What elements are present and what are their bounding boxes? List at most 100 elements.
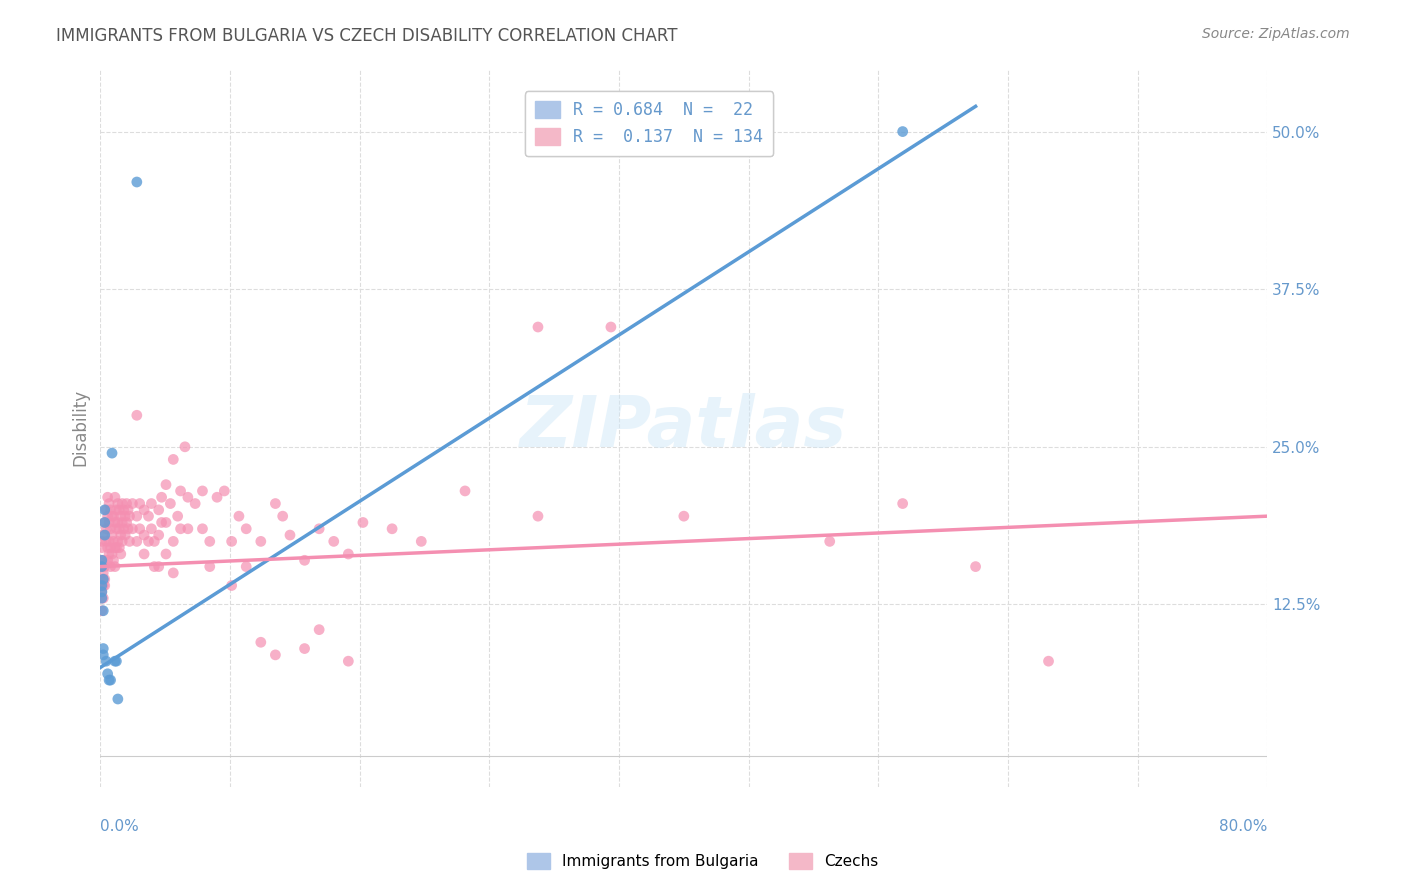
Point [141, 522, 163, 536]
Point [98, 516, 121, 530]
Point [205, 490, 228, 504]
Point [322, 534, 344, 549]
Point [150, 490, 173, 504]
Point [672, 509, 695, 524]
Point [221, 578, 243, 592]
Point [96, 654, 118, 668]
Point [891, 124, 914, 138]
Point [191, 483, 214, 498]
Y-axis label: Disability: Disability [72, 389, 89, 467]
Point [98, 534, 121, 549]
Point [125, 409, 148, 423]
Point [105, 522, 128, 536]
Point [527, 509, 550, 524]
Point [103, 553, 125, 567]
Point [264, 648, 287, 662]
Point [132, 503, 155, 517]
Point [93, 559, 115, 574]
Point [100, 503, 122, 517]
Point [91, 641, 114, 656]
Point [174, 440, 197, 454]
Point [155, 516, 177, 530]
Point [91, 566, 114, 580]
Point [148, 503, 170, 517]
Point [100, 541, 122, 555]
Point [132, 528, 155, 542]
Point [337, 654, 360, 668]
Point [125, 534, 148, 549]
Point [294, 553, 316, 567]
Point [91, 578, 114, 592]
Point [90, 553, 112, 567]
Point [117, 522, 139, 536]
Point [235, 559, 257, 574]
Point [294, 641, 316, 656]
Point [411, 534, 433, 549]
Point [132, 547, 155, 561]
Point [103, 509, 125, 524]
Point [107, 534, 129, 549]
Point [91, 572, 114, 586]
Legend: R = 0.684  N =  22, R =  0.137  N = 134: R = 0.684 N = 22, R = 0.137 N = 134 [524, 91, 773, 156]
Point [112, 522, 135, 536]
Point [104, 559, 127, 574]
Point [93, 572, 115, 586]
Point [308, 623, 330, 637]
Point [337, 547, 360, 561]
Point [90, 578, 112, 592]
Point [143, 559, 166, 574]
Point [143, 534, 166, 549]
Point [90, 559, 112, 574]
Point [90, 604, 112, 618]
Point [527, 320, 550, 334]
Point [101, 528, 124, 542]
Point [125, 509, 148, 524]
Point [100, 522, 122, 536]
Text: IMMIGRANTS FROM BULGARIA VS CZECH DISABILITY CORRELATION CHART: IMMIGRANTS FROM BULGARIA VS CZECH DISABI… [56, 27, 678, 45]
Point [105, 541, 128, 555]
Text: ZIPatlas: ZIPatlas [520, 393, 848, 462]
Text: 80.0%: 80.0% [1219, 819, 1267, 834]
Point [114, 528, 136, 542]
Point [97, 666, 120, 681]
Point [105, 503, 128, 517]
Point [162, 566, 184, 580]
Point [111, 534, 134, 549]
Point [128, 497, 150, 511]
Point [891, 497, 914, 511]
Point [117, 503, 139, 517]
Point [125, 175, 148, 189]
Text: Source: ZipAtlas.com: Source: ZipAtlas.com [1202, 27, 1350, 41]
Point [600, 320, 623, 334]
Point [121, 522, 143, 536]
Text: 0.0%: 0.0% [100, 819, 139, 834]
Point [121, 497, 143, 511]
Legend: Immigrants from Bulgaria, Czechs: Immigrants from Bulgaria, Czechs [522, 847, 884, 875]
Point [110, 509, 132, 524]
Point [191, 522, 214, 536]
Point [110, 528, 132, 542]
Point [1038, 654, 1060, 668]
Point [141, 497, 163, 511]
Point [96, 503, 118, 517]
Point [162, 452, 184, 467]
Point [93, 516, 115, 530]
Point [105, 654, 128, 668]
Point [112, 503, 135, 517]
Point [101, 446, 124, 460]
Point [115, 516, 138, 530]
Point [108, 522, 131, 536]
Point [278, 528, 301, 542]
Point [114, 509, 136, 524]
Point [97, 509, 120, 524]
Point [169, 483, 191, 498]
Point [91, 591, 114, 606]
Point [90, 591, 112, 606]
Point [155, 547, 177, 561]
Point [111, 497, 134, 511]
Point [97, 541, 120, 555]
Point [100, 673, 122, 687]
Point [101, 509, 124, 524]
Point [90, 591, 112, 606]
Point [98, 497, 121, 511]
